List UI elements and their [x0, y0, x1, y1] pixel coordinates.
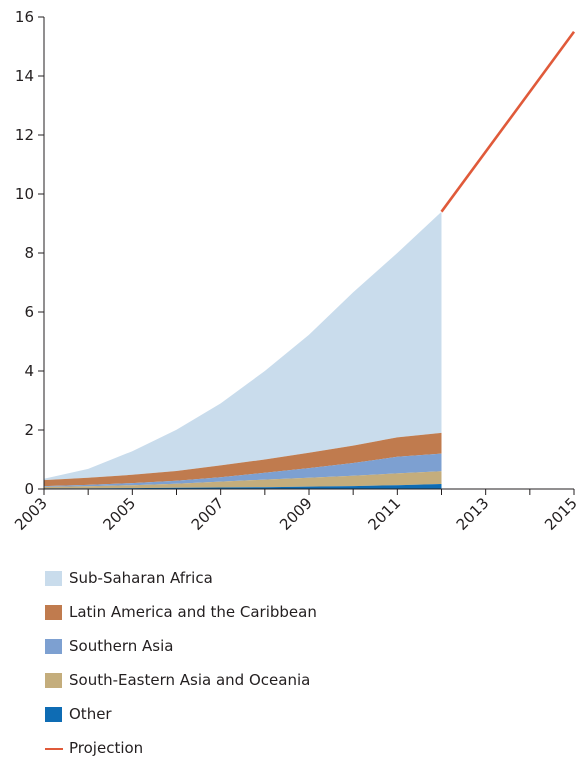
area-other [44, 484, 442, 489]
y-tick-label: 6 [24, 303, 34, 321]
legend-label: South-Eastern Asia and Oceania [69, 671, 311, 689]
x-tick-label: 2009 [276, 494, 316, 534]
area-south-eastern-asia-and-oceania [44, 471, 442, 489]
legend-color-swatch [45, 571, 62, 586]
y-tick-label: 10 [15, 185, 34, 203]
x-tick-label: 2015 [541, 494, 581, 534]
y-tick-label: 8 [24, 244, 34, 262]
y-tick-label: 0 [24, 480, 34, 498]
x-tick-label: 2011 [364, 494, 404, 534]
legend-label: Other [69, 705, 112, 723]
legend-color-swatch [45, 639, 62, 654]
x-tick-label: 2003 [11, 494, 51, 534]
legend-color-swatch [45, 707, 62, 722]
projection-line [440, 30, 576, 213]
legend-line-swatch [45, 748, 63, 750]
y-axis-ticks: 0 2 4 6 8 10 12 14 16 [15, 8, 44, 498]
x-tick-label: 2013 [453, 494, 493, 534]
area-layers [44, 211, 442, 489]
legend-label: Sub-Saharan Africa [69, 569, 213, 587]
legend-label: Southern Asia [69, 637, 174, 655]
y-tick-label: 16 [15, 8, 34, 26]
legend-color-swatch [45, 673, 62, 688]
area-southern-asia [44, 453, 442, 487]
legend-color-swatch [45, 605, 62, 620]
x-tick-label: 2007 [188, 494, 228, 534]
y-tick-label: 12 [15, 126, 34, 144]
legend-label: Projection [69, 739, 144, 757]
y-tick-label: 4 [24, 362, 34, 380]
x-tick-label: 2005 [99, 494, 139, 534]
area-sub-saharan-africa [44, 211, 442, 481]
y-tick-label: 14 [15, 67, 34, 85]
area-latin-america-and-the-caribbean [44, 432, 442, 487]
x-axis-ticks: 2003 2005 2007 2009 2011 2013 2015 [11, 489, 581, 534]
legend-label: Latin America and the Caribbean [69, 603, 317, 621]
y-tick-label: 2 [24, 421, 34, 439]
